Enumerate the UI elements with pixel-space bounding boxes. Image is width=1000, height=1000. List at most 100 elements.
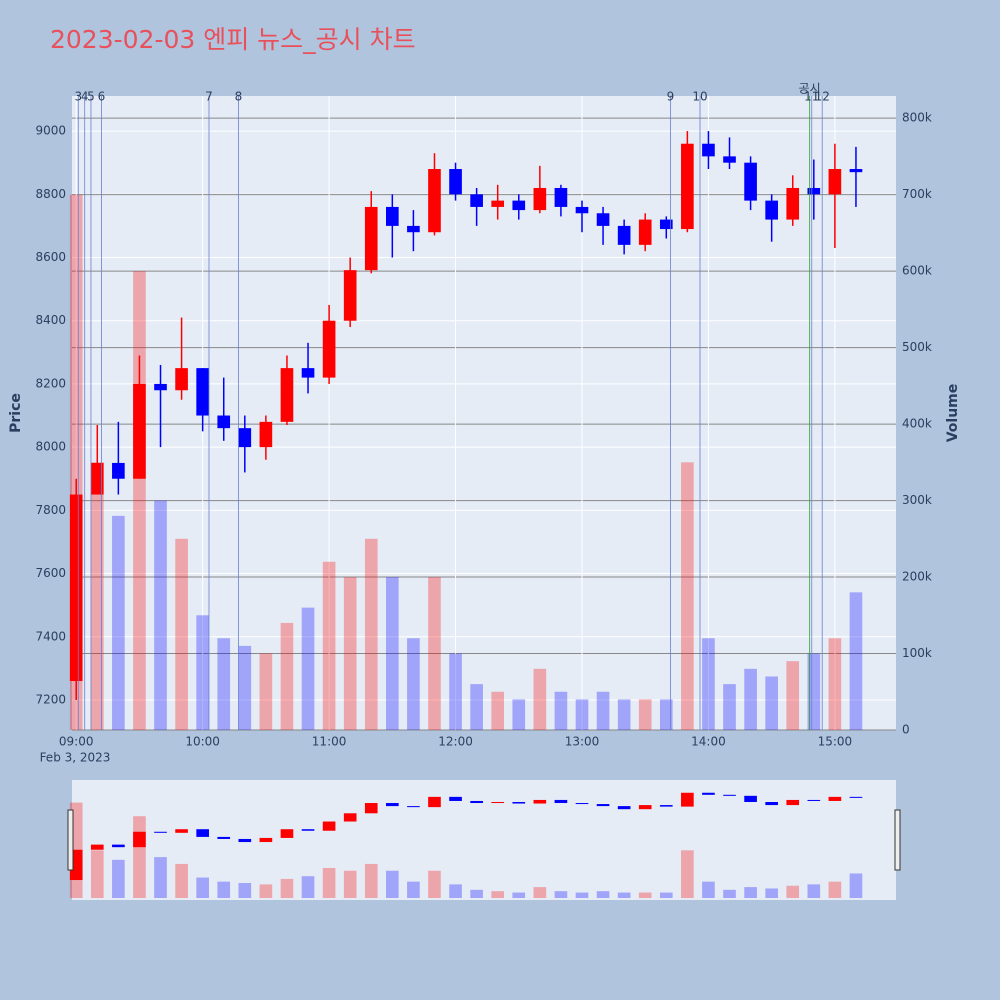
y-tick-label: 9000 xyxy=(35,124,66,138)
candle-body xyxy=(533,187,547,211)
volume-bar xyxy=(280,622,294,730)
mini-candle xyxy=(407,806,420,808)
x-tick-label: 10:00 xyxy=(185,735,220,749)
mini-candle xyxy=(301,829,315,831)
volume-bar xyxy=(702,638,715,730)
mini-candle xyxy=(765,801,778,806)
candle-body xyxy=(322,320,336,378)
volume-bar xyxy=(322,561,336,730)
y2-tick-label: 0 xyxy=(902,723,910,737)
mini-candle xyxy=(133,831,146,848)
volume-bar xyxy=(259,653,273,730)
candle-body xyxy=(681,143,694,230)
volume-bar xyxy=(133,271,146,730)
y2-tick-label: 200k xyxy=(902,570,932,584)
mini-volume-bar xyxy=(112,859,125,898)
mini-candle xyxy=(575,803,589,805)
volume-bar xyxy=(765,676,778,730)
slider-handle[interactable] xyxy=(67,809,74,871)
range-slider[interactable] xyxy=(72,780,896,900)
volume-bar xyxy=(596,691,610,730)
candle-body xyxy=(491,200,505,207)
mini-candle xyxy=(849,796,863,798)
candle-body xyxy=(449,169,462,195)
x-tick-label: 11:00 xyxy=(312,735,347,749)
mini-candle xyxy=(617,806,631,810)
y-tick-label: 8000 xyxy=(35,440,66,454)
plot-area xyxy=(72,96,896,730)
mini-volume-bar xyxy=(386,870,399,898)
x-axis-date: Feb 3, 2023 xyxy=(40,751,111,765)
mini-candle xyxy=(280,829,294,838)
mini-volume-bar xyxy=(786,885,800,898)
mini-volume-bar xyxy=(133,816,146,898)
candle-body xyxy=(554,187,568,207)
chart-title: 2023-02-03 엔피 뉴스_공시 차트 xyxy=(50,25,416,54)
mini-candle xyxy=(596,804,610,807)
volume-bar xyxy=(533,668,547,730)
candle-body xyxy=(364,206,378,271)
y-tick-label: 7400 xyxy=(35,629,66,643)
volume-bar xyxy=(491,691,505,730)
y2-tick-label: 100k xyxy=(902,646,932,660)
volume-bar xyxy=(301,607,315,730)
mini-volume-bar xyxy=(638,892,652,898)
mini-volume-bar xyxy=(364,863,378,898)
mini-candle xyxy=(491,801,505,804)
event-label: 8 xyxy=(235,90,243,104)
mini-candle xyxy=(217,836,231,839)
volume-bar xyxy=(744,668,757,730)
y2-tick-label: 500k xyxy=(902,340,932,354)
mini-volume-bar xyxy=(575,892,589,898)
volume-bar xyxy=(470,684,483,730)
candle-body xyxy=(175,368,188,391)
y-tick-label: 7800 xyxy=(35,503,66,517)
volume-bar xyxy=(786,661,800,730)
y-tick-label: 7600 xyxy=(35,566,66,580)
mini-candle xyxy=(512,801,526,804)
volume-bar xyxy=(449,653,462,730)
mini-candle xyxy=(196,829,209,837)
volume-bar xyxy=(554,691,568,730)
event-label: 공시 xyxy=(799,82,821,96)
candle-body xyxy=(807,187,821,195)
mini-volume-bar xyxy=(449,884,462,898)
candle-body xyxy=(849,169,863,173)
x-tick-label: 09:00 xyxy=(59,735,94,749)
mini-volume-bar xyxy=(512,892,526,898)
mini-candle xyxy=(807,799,821,801)
event-label: 6 xyxy=(98,90,106,104)
candle-body xyxy=(301,368,315,378)
candle-body xyxy=(786,187,800,220)
mini-volume-bar xyxy=(470,889,483,898)
volume-bar xyxy=(407,638,420,730)
candle-body xyxy=(133,383,146,479)
mini-volume-bar xyxy=(301,876,315,898)
y-tick-label: 8400 xyxy=(35,313,66,327)
volume-bar xyxy=(849,592,863,730)
mini-volume-bar xyxy=(723,889,736,898)
mini-volume-bar xyxy=(196,877,209,898)
event-label: 7 xyxy=(205,90,213,104)
mini-candle xyxy=(681,792,694,807)
mini-volume-bar xyxy=(765,888,778,898)
x-tick-label: 12:00 xyxy=(438,735,473,749)
slider-handle[interactable] xyxy=(894,809,901,871)
candle-body xyxy=(638,219,652,245)
volume-bar xyxy=(617,699,631,730)
y-tick-label: 8200 xyxy=(35,376,66,390)
mini-volume-bar xyxy=(322,868,336,898)
candle-body xyxy=(259,421,273,448)
candle-body xyxy=(154,383,167,391)
candle-body xyxy=(428,169,441,233)
y-tick-label: 8800 xyxy=(35,187,66,201)
mini-candle xyxy=(343,813,357,822)
candle-body xyxy=(407,225,420,233)
mini-candle xyxy=(90,844,104,850)
y2-tick-label: 300k xyxy=(902,493,932,507)
volume-bar xyxy=(217,638,231,730)
mini-volume-bar xyxy=(90,850,104,898)
event-label: 9 xyxy=(667,90,675,104)
mini-volume-bar xyxy=(533,887,547,898)
volume-bar xyxy=(638,699,652,730)
